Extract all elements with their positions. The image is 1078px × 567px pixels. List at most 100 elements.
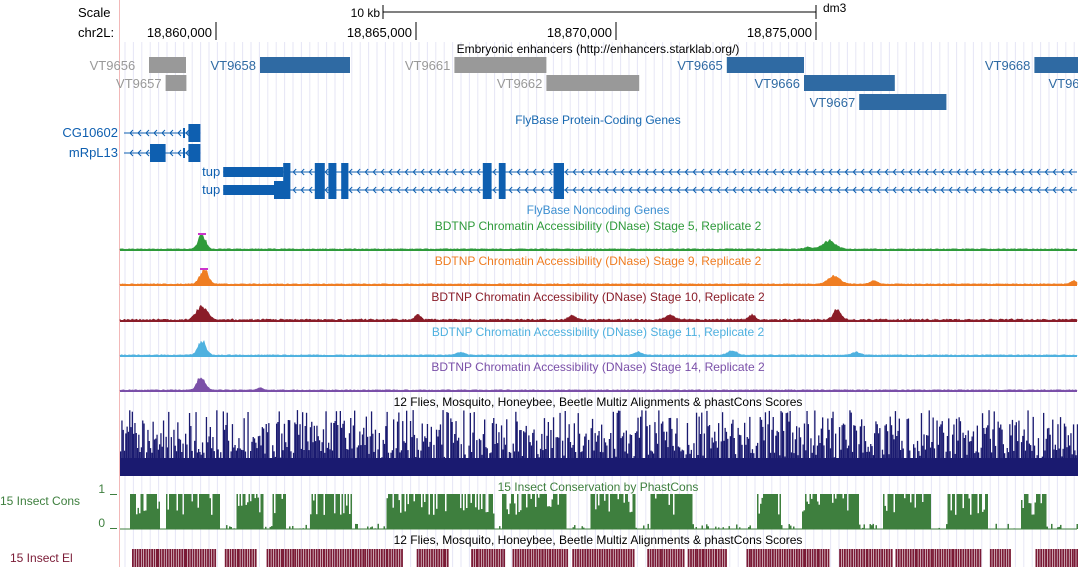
enhancer-label[interactable]: VT9667 xyxy=(810,95,856,110)
cons-bar xyxy=(319,494,321,529)
dnase-track-5[interactable]: BDTNP Chromatin Accessibility (DNase) St… xyxy=(119,360,1078,392)
gene-exon[interactable] xyxy=(274,181,291,199)
gene-exon[interactable] xyxy=(314,181,325,199)
enhancer-features[interactable]: VT9656 VT9657 VT9658 VT9661 VT9662 VT9665 VT96… xyxy=(90,57,1078,110)
enhancer-block[interactable] xyxy=(1034,57,1078,73)
cons-bar xyxy=(947,494,949,529)
strand-arrow xyxy=(596,186,601,194)
multiz-bar xyxy=(649,424,651,476)
strand-arrow xyxy=(364,168,369,176)
multiz-bar xyxy=(972,431,975,476)
gene-label[interactable]: tup xyxy=(202,182,220,197)
gene-exon[interactable] xyxy=(482,163,492,181)
gene-exon[interactable] xyxy=(341,163,349,181)
enhancer-VT9661[interactable]: VT9661 xyxy=(405,57,547,73)
enhancer-block[interactable] xyxy=(546,75,640,91)
enhancer-VT9657[interactable]: VT9657 xyxy=(116,75,187,91)
enhancer-VT9665[interactable]: VT9665 xyxy=(677,57,804,73)
dnase-track-4[interactable]: BDTNP Chromatin Accessibility (DNase) St… xyxy=(119,325,1078,357)
cons-bar xyxy=(847,510,849,529)
gene-features[interactable]: CG10602 mRpL13 tup tup xyxy=(62,124,1077,199)
gene-label[interactable]: mRpL13 xyxy=(69,145,118,160)
insect-elements-track[interactable]: 12 Flies, Mosquito, Honeybee, Beetle Mul… xyxy=(10,533,1078,567)
gene-exon[interactable] xyxy=(482,181,492,199)
element-block xyxy=(818,549,820,567)
enhancer-VT9662[interactable]: VT9662 xyxy=(497,75,640,91)
gene-exon[interactable] xyxy=(553,163,564,181)
dnase-tracks[interactable]: BDTNP Chromatin Accessibility (DNase) St… xyxy=(119,219,1078,392)
insect-cons-track[interactable]: 15 Insect Conservation by PhastCons 15 I… xyxy=(0,480,1078,530)
gene-exon[interactable] xyxy=(341,181,349,199)
enhancer-VT9668[interactable]: VT9668 xyxy=(985,57,1078,73)
cons-bar xyxy=(434,494,436,529)
enhancer-VT9666[interactable]: VT9666 xyxy=(754,75,895,91)
enhancer-label[interactable]: VT9665 xyxy=(677,58,723,73)
multiz-bar xyxy=(1048,427,1050,476)
enhancer-label[interactable]: VT9666 xyxy=(754,76,800,91)
enhancer-VT9669[interactable]: VT9669 xyxy=(1048,75,1078,91)
enhancer-label[interactable]: VT9662 xyxy=(497,76,543,91)
gene-tup[interactable]: tup xyxy=(202,181,1077,199)
gene-mRpL13[interactable]: mRpL13 xyxy=(69,144,201,162)
enhancer-block[interactable] xyxy=(859,94,947,110)
dnase-track-2[interactable]: BDTNP Chromatin Accessibility (DNase) St… xyxy=(119,254,1078,286)
dnase-track-1[interactable]: BDTNP Chromatin Accessibility (DNase) St… xyxy=(119,219,1078,251)
multiz-bar xyxy=(498,432,500,476)
multiz-bar xyxy=(455,421,457,476)
strand-arrow xyxy=(1068,168,1073,176)
gene-exon[interactable] xyxy=(188,144,201,162)
gene-exon[interactable] xyxy=(328,163,337,181)
multiz-bar xyxy=(296,410,299,476)
gene-CG10602[interactable]: CG10602 xyxy=(62,124,201,142)
strand-arrow xyxy=(356,168,361,176)
gene-tup[interactable]: tup xyxy=(202,163,1077,181)
cons-bar xyxy=(812,494,814,529)
enhancer-block[interactable] xyxy=(454,57,547,73)
gene-exon[interactable] xyxy=(314,163,325,181)
enhancer-label[interactable]: VT9661 xyxy=(405,58,451,73)
cons-bar xyxy=(433,514,435,529)
cons-bar xyxy=(686,494,688,529)
element-block xyxy=(883,549,886,567)
gene-exon[interactable] xyxy=(498,163,506,181)
enhancer-track[interactable]: Embryonic enhancers (http://enhancers.st… xyxy=(90,42,1078,110)
gene-exon[interactable] xyxy=(283,163,291,181)
enhancer-label[interactable]: VT9668 xyxy=(985,58,1031,73)
element-block xyxy=(332,549,335,567)
gene-label[interactable]: tup xyxy=(202,164,220,179)
protein-coding-gene-track[interactable]: FlyBase Protein-Coding Genes CG10602 mRpL… xyxy=(62,113,1077,199)
gene-exon[interactable] xyxy=(553,181,564,199)
gene-label[interactable]: CG10602 xyxy=(62,125,118,140)
dnase-track-3[interactable]: BDTNP Chromatin Accessibility (DNase) St… xyxy=(119,290,1078,322)
enhancer-VT9667[interactable]: VT9667 xyxy=(810,94,947,110)
cons-bar xyxy=(416,494,418,529)
multiz-track[interactable]: 12 Flies, Mosquito, Honeybee, Beetle Mul… xyxy=(120,395,1078,476)
element-block xyxy=(271,549,274,567)
elements-side-label[interactable]: 15 Insect El xyxy=(10,551,73,565)
gene-exon[interactable] xyxy=(328,181,337,199)
enhancer-block[interactable] xyxy=(165,75,187,91)
enhancer-VT9656[interactable]: VT9656 xyxy=(90,58,136,73)
enhancer-label[interactable]: VT9656 xyxy=(90,58,136,73)
enhancer-label[interactable]: VT9669 xyxy=(1048,76,1078,91)
enhancer-block[interactable] xyxy=(726,57,804,73)
gene-exon[interactable] xyxy=(150,144,166,162)
cons-signal xyxy=(120,494,1078,530)
gene-exon[interactable] xyxy=(188,124,201,142)
enhancer-VT9658[interactable]: VT9658 xyxy=(210,57,350,73)
enhancer-label[interactable]: VT9657 xyxy=(116,76,162,91)
enhancer-block[interactable] xyxy=(804,75,895,91)
enhancer-block[interactable] xyxy=(260,57,350,73)
enhancer-label[interactable]: VT9658 xyxy=(210,58,256,73)
ruler-track[interactable]: Scale chr2L: 10 kb dm3 18,860,000 18,865,… xyxy=(78,1,847,40)
gene-exon[interactable] xyxy=(223,167,284,177)
gene-exon[interactable] xyxy=(498,181,506,199)
gene-exon[interactable] xyxy=(223,185,274,195)
element-block xyxy=(654,549,657,567)
cons-side-label[interactable]: 15 Insect Cons xyxy=(0,494,80,508)
multiz-bar xyxy=(594,433,596,476)
element-block xyxy=(675,549,678,567)
enhancer-block-vt9656[interactable] xyxy=(149,57,186,73)
